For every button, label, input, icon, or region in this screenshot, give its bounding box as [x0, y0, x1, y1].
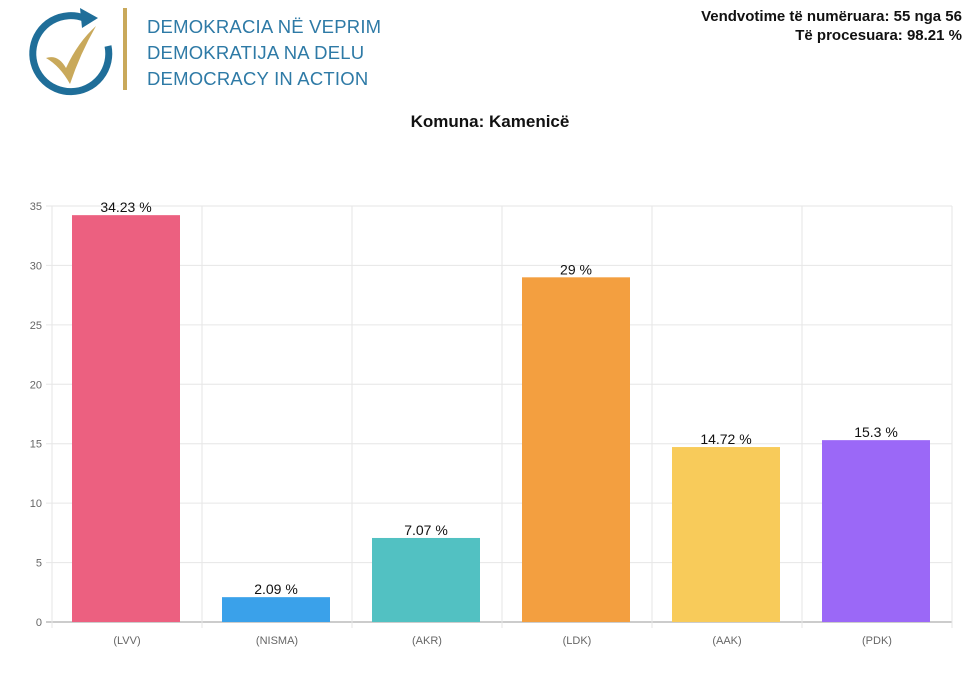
- bar-pdk: [822, 440, 930, 622]
- bar-aak: [672, 447, 780, 622]
- y-tick-label: 25: [30, 320, 42, 332]
- y-tick-label: 20: [30, 379, 42, 391]
- y-tick-label: 35: [30, 201, 42, 213]
- data-label: 7.07 %: [404, 522, 448, 538]
- bar-nisma: [222, 597, 330, 622]
- x-tick-label: (NISMA): [256, 635, 298, 647]
- logo-divider: [123, 8, 127, 90]
- logo-line: DEMOCRACY IN ACTION: [147, 68, 369, 89]
- x-tick-label: (AKR): [412, 635, 442, 647]
- logo-line: DEMOKRATIJA NA DELU: [147, 42, 365, 63]
- x-tick-label: (PDK): [862, 635, 892, 647]
- x-tick-label: (AAK): [712, 635, 741, 647]
- data-label: 14.72 %: [700, 431, 751, 447]
- y-tick-label: 0: [36, 617, 42, 629]
- data-label: 2.09 %: [254, 581, 298, 597]
- counting-stats: Vendvotime të numëruara: 55 nga 56 Të pr…: [701, 7, 962, 45]
- y-tick-label: 10: [30, 498, 42, 510]
- chart-title: Komuna: Kamenicë: [410, 112, 570, 131]
- logo-icon: [29, 8, 113, 96]
- processed-percent: Të procesuara: 98.21 %: [795, 27, 962, 44]
- x-tick-label: (LVV): [113, 635, 140, 647]
- data-label: 29 %: [560, 261, 592, 277]
- bar-akr: [372, 537, 480, 622]
- x-tick-label: (LDK): [563, 635, 592, 647]
- logo-line: DEMOKRACIA NË VEPRIM: [147, 16, 382, 37]
- data-label: 15.3 %: [854, 424, 898, 440]
- logo-text: DEMOKRACIA NË VEPRIM DEMOKRATIJA NA DELU…: [147, 14, 381, 92]
- data-label: 34.23 %: [100, 199, 151, 215]
- stations-counted: Vendvotime të numëruara: 55 nga 56: [701, 8, 962, 25]
- bar-ldk: [522, 277, 630, 622]
- bar-lvv: [72, 215, 180, 623]
- y-tick-label: 15: [30, 439, 42, 451]
- y-tick-label: 5: [36, 558, 42, 570]
- y-tick-label: 30: [30, 260, 42, 272]
